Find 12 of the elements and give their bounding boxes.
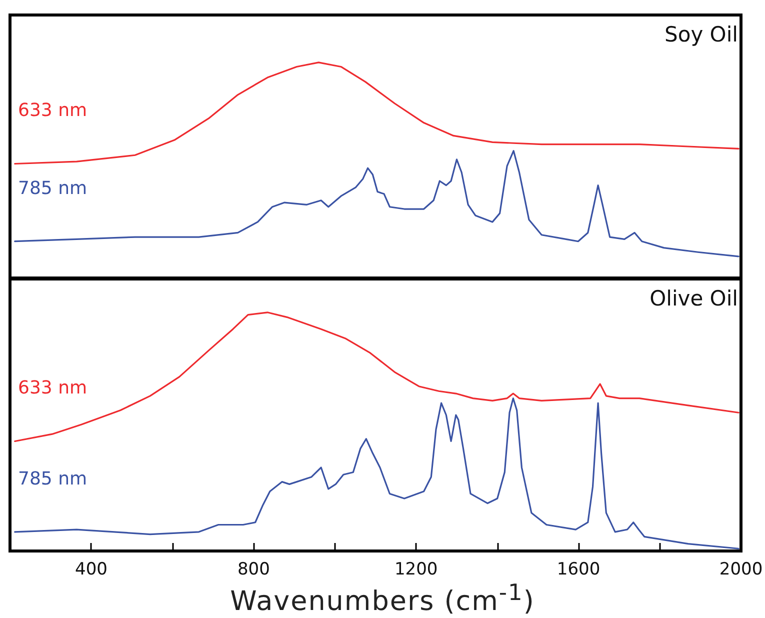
- chart-title: Soy Oil: [664, 22, 738, 46]
- x-tick-label: 1200: [394, 560, 438, 580]
- x-tick-label: 2000: [719, 560, 763, 580]
- text: 785 nm: [18, 468, 88, 490]
- x-tick-label: 800: [237, 560, 270, 580]
- text: 785 nm: [18, 178, 88, 199]
- chart-title: Olive Oil: [650, 286, 738, 310]
- text: 633 nm: [18, 100, 88, 122]
- x-tick-label: 1600: [556, 560, 600, 580]
- x-tick-label: 400: [74, 560, 108, 580]
- x-axis-title: Wavenumbers (cm$^{-1}$): [229, 580, 536, 617]
- series-label: 633 nm: [18, 378, 88, 399]
